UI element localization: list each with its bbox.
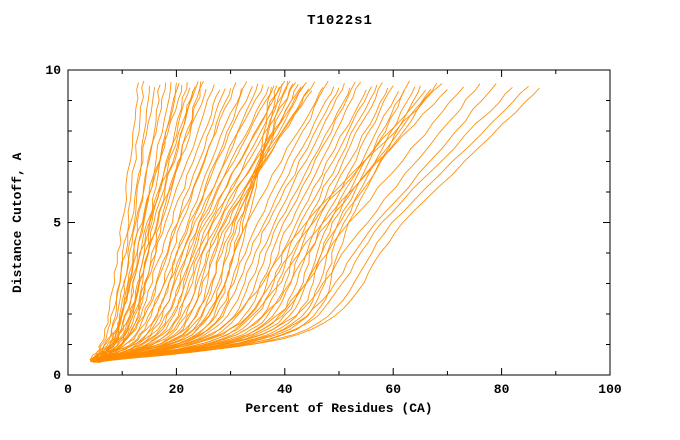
curves: [89, 80, 540, 364]
model-curve: [97, 89, 448, 364]
model-curve: [99, 82, 296, 360]
y-tick-label: 10: [45, 63, 61, 78]
model-curve: [91, 82, 167, 361]
model-curve: [91, 86, 253, 363]
model-curve: [96, 87, 513, 363]
model-curve: [91, 84, 215, 360]
model-curve: [90, 87, 191, 361]
model-curve: [91, 83, 294, 360]
model-curve: [95, 86, 196, 362]
axis-tick-labels: 0 20 40 60 80 100 0 5 10: [45, 63, 622, 397]
x-tick-label: 80: [494, 382, 510, 397]
y-tick-label: 0: [53, 368, 61, 383]
model-curve: [97, 88, 432, 362]
x-tick-label: 100: [598, 382, 622, 397]
y-axis-label: Distance Cutoff, A: [10, 152, 25, 293]
x-axis-label: Percent of Residues (CA): [245, 401, 433, 416]
model-curve: [94, 90, 194, 361]
model-curve: [93, 82, 180, 363]
x-tick-label: 0: [64, 382, 72, 397]
model-curve: [90, 82, 237, 362]
model-curve: [96, 81, 315, 361]
model-curve: [89, 87, 156, 361]
model-curve: [95, 86, 465, 363]
model-curve: [93, 84, 264, 363]
x-tick-label: 20: [169, 382, 185, 397]
y-tick-label: 5: [53, 216, 61, 231]
model-curve: [94, 85, 150, 360]
model-curve: [95, 83, 259, 360]
chart-title: T1022s1: [307, 13, 373, 29]
x-tick-label: 40: [277, 382, 293, 397]
axis-ticks: [67, 69, 611, 376]
model-curve: [95, 86, 372, 360]
model-curve: [97, 86, 269, 361]
model-curve: [90, 85, 275, 362]
model-curve: [99, 87, 540, 359]
model-curve: [93, 83, 497, 360]
x-tick-label: 60: [385, 382, 401, 397]
model-curve: [95, 83, 443, 363]
